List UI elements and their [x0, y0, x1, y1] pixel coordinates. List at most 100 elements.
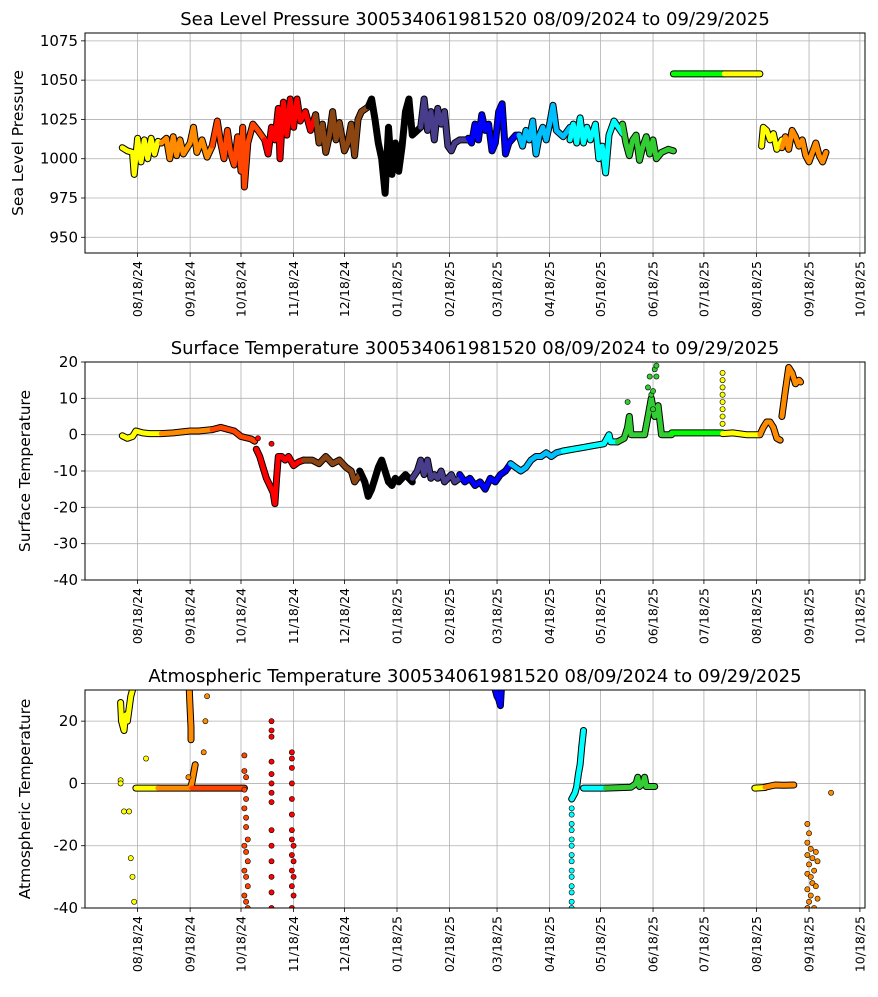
x-tick-label: 09/18/24: [183, 261, 198, 317]
series-line-mar: [465, 101, 522, 157]
x-tick-label: 08/18/24: [130, 588, 145, 644]
scatter-point-oct: [243, 824, 249, 830]
x-tick-label: 08/18/25: [749, 916, 764, 972]
scatter-point-sep: [804, 886, 811, 893]
scatter-point-jun: [650, 388, 656, 394]
x-tick-label: 12/18/24: [337, 916, 352, 972]
scatter-point-nov: [268, 771, 275, 777]
scatter-point-oct: [243, 898, 249, 905]
scatter-point-may: [568, 821, 575, 827]
scatter-point-oct: [241, 752, 248, 759]
series-line-may: [569, 728, 586, 802]
x-tick-label: 03/18/25: [490, 916, 505, 972]
scatter-point-sep: [806, 830, 812, 837]
scatter-point-nov: [288, 755, 295, 762]
x-tick-label: 06/18/25: [646, 261, 661, 317]
plot-area: [118, 362, 805, 508]
y-tick-label: -40: [54, 571, 79, 589]
scatter-point-oct: [241, 842, 248, 849]
x-tick-label: 03/18/25: [490, 261, 505, 317]
x-tick-label: 01/18/25: [390, 916, 405, 972]
scatter-point-nov: [268, 827, 275, 834]
y-tick-label: 1075: [40, 32, 78, 50]
scatter-point-sep: [806, 898, 812, 905]
scatter-point-aug: [719, 420, 726, 427]
subplot-1: 08/18/24 09/18/24 10/18/24 11/18/24 12/18/24…: [9, 9, 867, 317]
series-line-dec: [301, 454, 363, 485]
y-tick-label: 1025: [40, 110, 78, 128]
scatter-point-jun: [646, 373, 653, 380]
scatter-point-nov: [290, 873, 297, 880]
scatter-point-sep: [804, 905, 811, 908]
series-line-aug: [118, 690, 135, 733]
scatter-point-nov: [268, 758, 275, 765]
scatter-point-nov: [288, 883, 295, 890]
scatter-point-oct: [244, 883, 251, 890]
x-tick-label: 08/18/24: [130, 261, 145, 317]
x-tick-label: 05/18/25: [593, 261, 608, 317]
chart-title: Sea Level Pressure 300534061981520 08/09…: [180, 9, 770, 30]
x-tick-label: 09/18/25: [802, 261, 817, 317]
series-line-oct: [209, 424, 258, 444]
scatter-point-nov: [288, 867, 295, 874]
scatter-point-oct: [244, 836, 251, 843]
scatter-point-aug: [719, 413, 726, 420]
scatter-point-sep: [828, 789, 834, 796]
plot-area: [117, 690, 834, 908]
scatter-point-oct: [241, 768, 248, 774]
scatter-point-may: [568, 836, 575, 843]
scatter-point-aug: [143, 755, 149, 762]
x-tick-label: 04/18/25: [542, 916, 557, 972]
scatter-point-aug: [127, 855, 134, 862]
series-line-feb: [409, 457, 463, 485]
scatter-point-sep: [202, 718, 209, 725]
scatter-point-nov: [290, 892, 297, 899]
scatter-point-sep: [204, 693, 210, 700]
scatter-point-nov: [268, 799, 275, 806]
x-tick-label: 08/18/25: [749, 261, 764, 317]
scatter-point-sep: [812, 849, 819, 855]
series-line-sep: [158, 427, 215, 437]
scatter-point-sep: [811, 905, 818, 908]
axes-frame: [84, 689, 866, 909]
x-tick-label: 07/18/25: [696, 261, 711, 317]
x-tick-label: 11/18/24: [286, 588, 301, 644]
scatter-point-nov: [268, 889, 275, 896]
x-tick-label: 08/18/25: [749, 588, 764, 644]
scatter-point-sep: [804, 852, 811, 858]
y-tick-label: 20: [59, 353, 78, 371]
series-line-aug: [119, 428, 164, 441]
scatter-point-nov: [268, 718, 275, 725]
scatter-point-sep: [804, 821, 811, 827]
scatter-point-sep: [807, 892, 814, 899]
y-tick-label: 1050: [40, 71, 78, 89]
plot-area: [118, 70, 830, 197]
scatter-point-oct: [241, 805, 248, 812]
x-tick-label: 10/18/24: [234, 916, 249, 972]
scatter-point-sep: [806, 861, 812, 868]
x-tick-label: 02/18/25: [442, 588, 457, 644]
y-axis-label: Atmospheric Temperature: [16, 699, 34, 900]
x-tick-label: 10/18/25: [852, 916, 867, 972]
x-tick-label: 01/18/25: [390, 261, 405, 317]
scatter-point-aug: [121, 808, 127, 815]
scatter-point-may: [568, 889, 575, 896]
x-tick-label: 09/18/25: [802, 588, 817, 644]
scatter-point-nov: [268, 842, 275, 849]
series-line-sep: [779, 127, 829, 165]
scatter-point-aug: [719, 406, 726, 413]
scatter-point-nov: [288, 764, 295, 771]
x-tick-label: 10/18/25: [852, 588, 867, 644]
scatter-point-aug: [126, 808, 132, 815]
scatter-point-aug: [719, 399, 726, 405]
scatter-point-nov: [288, 749, 295, 756]
series-line-dec: [313, 104, 371, 159]
scatter-point-may: [568, 858, 575, 865]
scatter-point-nov: [268, 733, 275, 740]
scatter-point-sep: [804, 839, 811, 846]
scatter-point-may: [568, 827, 575, 834]
series-line-nov: [262, 96, 319, 162]
series-line-sep: [158, 124, 215, 162]
